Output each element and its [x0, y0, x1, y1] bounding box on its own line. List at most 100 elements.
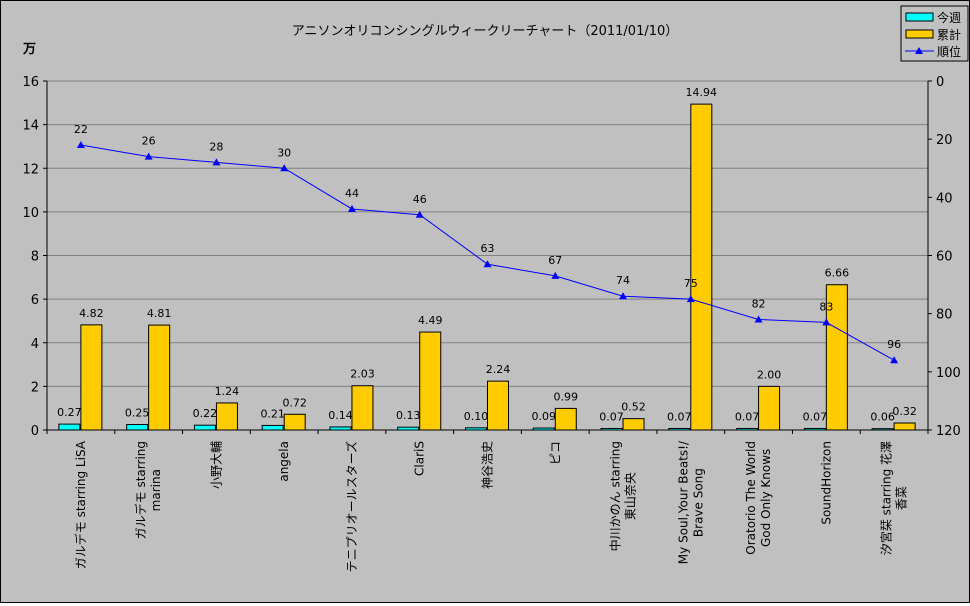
- rank-marker: [619, 292, 628, 300]
- bar-weekly: [58, 423, 81, 431]
- data-label: 0.52: [621, 401, 646, 414]
- category-label: 小野大輔: [209, 441, 223, 489]
- rank-marker: [212, 158, 221, 166]
- category-label: ガルデモ starring LiSA: [73, 440, 88, 569]
- y2-tick-label: 0: [936, 75, 944, 90]
- rank-marker: [822, 318, 831, 326]
- y-tick-label: 8: [31, 250, 39, 265]
- y-tick-label: 4: [31, 337, 39, 352]
- rank-marker: [551, 271, 560, 279]
- y-tick-label: 2: [31, 380, 39, 395]
- legend-marker: [915, 47, 923, 54]
- data-label: 0.99: [554, 390, 579, 403]
- category-label: SoundHorizon: [819, 441, 833, 525]
- y-tick-label: 6: [31, 293, 39, 308]
- y2-tick-label: 100: [936, 366, 961, 381]
- category-label: My Soul,Your Beats!/: [676, 440, 690, 564]
- bar-weekly: [465, 427, 487, 431]
- y-tick-label: 14: [22, 119, 39, 134]
- data-label: 0.07: [803, 410, 828, 423]
- data-label: 6.66: [825, 267, 850, 280]
- bar-cumulative: [758, 385, 781, 431]
- rank-label: 44: [345, 187, 359, 200]
- category-label: 香菜: [895, 486, 909, 510]
- data-label: 0.14: [328, 409, 353, 422]
- bar-weekly: [871, 428, 894, 431]
- legend-label: 累計: [937, 27, 961, 42]
- data-label: 2.03: [350, 368, 375, 381]
- legend-swatch: [905, 29, 934, 39]
- rank-marker: [347, 204, 356, 212]
- rank-marker: [415, 210, 424, 218]
- data-label: 0.32: [892, 405, 917, 418]
- legend-swatch: [905, 12, 934, 22]
- category-label: angela: [277, 441, 291, 482]
- category-label: God Only Knows: [759, 449, 773, 547]
- category-label: 中川かのん starring: [608, 441, 623, 551]
- category-label: 汐宮栞 starring 花澤: [879, 441, 894, 555]
- bar-weekly: [803, 427, 826, 431]
- rank-marker: [483, 260, 492, 268]
- y2-tick-label: 40: [936, 191, 953, 206]
- data-label: 0.07: [599, 410, 624, 423]
- rank-marker: [280, 164, 289, 172]
- bar-weekly: [126, 424, 149, 431]
- bar-cumulative: [148, 324, 171, 431]
- bar-cumulative: [487, 380, 509, 431]
- category-label: Brave Song: [691, 468, 705, 537]
- y-tick-label: 16: [22, 75, 39, 90]
- rank-label: 63: [481, 242, 495, 255]
- rank-label: 74: [616, 274, 630, 287]
- y-unit-label: 万: [22, 42, 36, 57]
- data-label: 0.13: [396, 409, 421, 422]
- bar-weekly: [600, 427, 623, 431]
- rank-label: 83: [819, 300, 833, 313]
- bar-cumulative: [554, 407, 577, 431]
- bar-weekly: [329, 426, 352, 431]
- bar-weekly: [193, 424, 216, 431]
- rank-label: 26: [142, 135, 156, 148]
- rank-label: 75: [684, 277, 698, 290]
- data-label: 0.25: [125, 407, 150, 420]
- rank-marker: [76, 140, 85, 148]
- category-label: ClariS: [413, 441, 427, 476]
- data-label: 0.10: [464, 410, 489, 423]
- rank-marker: [754, 315, 763, 323]
- y-tick-label: 0: [31, 424, 39, 439]
- rank-marker: [890, 356, 899, 364]
- bar-cumulative: [690, 103, 713, 431]
- data-label: 4.81: [147, 307, 172, 320]
- data-label: 0.27: [57, 406, 82, 419]
- data-label: 0.72: [282, 396, 307, 409]
- rank-label: 67: [548, 254, 562, 267]
- legend-label: 今週: [937, 10, 961, 25]
- category-label: 東山奈央: [624, 472, 638, 520]
- bar-cumulative: [622, 418, 645, 431]
- data-label: 2.24: [486, 363, 511, 376]
- data-label: 14.94: [686, 86, 718, 99]
- category-label: テニプリオールスターズ: [344, 441, 359, 572]
- bar-cumulative: [351, 385, 374, 431]
- y2-tick-label: 20: [936, 133, 953, 148]
- data-label: 1.24: [215, 385, 240, 398]
- data-label: 2.00: [757, 368, 782, 381]
- bar-cumulative: [419, 331, 442, 431]
- bar-weekly: [261, 424, 284, 431]
- rank-label: 28: [209, 140, 223, 153]
- category-label: marina: [149, 469, 163, 511]
- rank-label: 30: [277, 146, 291, 159]
- rank-label: 22: [74, 123, 88, 136]
- category-label: Oratorio The World: [744, 441, 758, 555]
- y2-tick-label: 60: [936, 250, 953, 265]
- bar-cumulative: [215, 402, 238, 431]
- data-label: 0.07: [735, 410, 760, 423]
- category-label: ガルデモ starring: [133, 441, 148, 539]
- rank-label: 96: [887, 338, 901, 351]
- rank-marker: [144, 152, 153, 160]
- category-label: ピコ: [548, 441, 562, 465]
- data-label: 0.06: [870, 411, 895, 424]
- bar-cumulative: [80, 324, 103, 431]
- data-label: 4.82: [79, 307, 104, 320]
